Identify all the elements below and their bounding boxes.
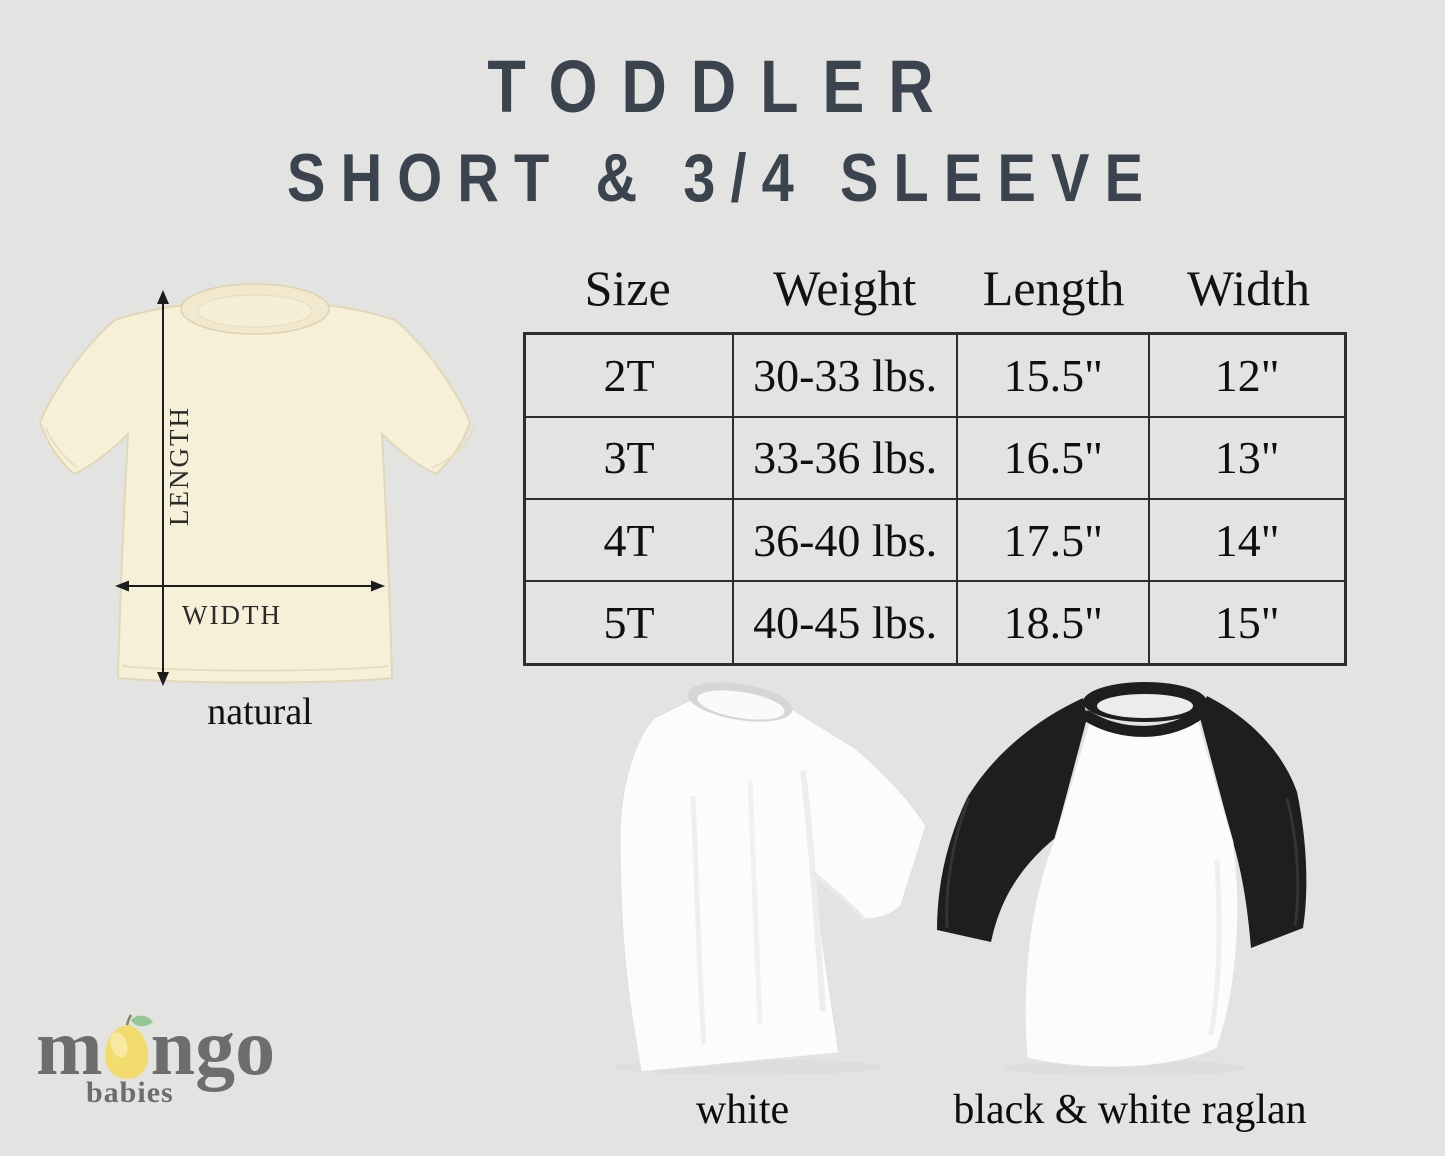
sleeve-sheen bbox=[945, 797, 971, 929]
table-row: 2T 30-33 lbs. 15.5" 12" bbox=[523, 332, 1347, 418]
page-title: TODDLER SHORT & 3/4 SLEEVE bbox=[0, 45, 1445, 216]
cell-width: 12" bbox=[1148, 332, 1347, 418]
column-header-weight: Weight bbox=[773, 260, 917, 316]
body-fold bbox=[1208, 859, 1222, 1036]
natural-shirt-illustration: LENGTH WIDTH bbox=[38, 283, 475, 686]
mango-icon bbox=[104, 1014, 153, 1079]
title-line-2: SHORT & 3/4 SLEEVE bbox=[286, 140, 1159, 216]
hem-stitch bbox=[121, 665, 389, 672]
raglan-left-sleeve bbox=[937, 698, 1087, 942]
logo-subtext: babies bbox=[86, 1076, 174, 1109]
fold-line bbox=[747, 780, 763, 1025]
cell-length: 15.5" bbox=[956, 332, 1151, 418]
cell-weight: 33-36 lbs. bbox=[732, 415, 959, 500]
cell-size: 5T bbox=[523, 580, 735, 666]
white-collar-inner bbox=[697, 690, 785, 720]
size-table-header-row: Size Weight Length Width bbox=[523, 256, 1347, 320]
table-row: 4T 36-40 lbs. 17.5" 14" bbox=[523, 497, 1347, 583]
raglan-right-sleeve bbox=[1199, 696, 1307, 948]
sleeve-sheen bbox=[1285, 797, 1300, 927]
width-arrowhead-right bbox=[371, 580, 385, 592]
cell-size: 4T bbox=[523, 497, 735, 583]
logo-text-end: ngo bbox=[150, 1004, 276, 1092]
fold-line bbox=[800, 770, 826, 1012]
width-label: WIDTH bbox=[182, 600, 282, 630]
fold-line bbox=[690, 795, 707, 1045]
cell-size: 2T bbox=[523, 332, 735, 418]
cell-size: 3T bbox=[523, 415, 735, 500]
cell-length: 18.5" bbox=[956, 580, 1151, 666]
white-shirt-photo bbox=[598, 676, 943, 1076]
raglan-caption: black & white raglan bbox=[953, 1087, 1307, 1133]
raglan-collar-inner bbox=[1097, 694, 1193, 718]
natural-caption: natural bbox=[207, 691, 313, 733]
logo-wordmark: m ngo bbox=[36, 1004, 286, 1092]
cell-width: 15" bbox=[1148, 580, 1347, 666]
sleeve-stitch-right bbox=[431, 427, 475, 469]
white-shirt-illustration bbox=[613, 681, 927, 1075]
white-caption: white bbox=[695, 1087, 790, 1133]
width-arrowhead-left bbox=[115, 580, 129, 592]
length-label: LENGTH bbox=[164, 406, 194, 526]
raglan-neckband bbox=[1081, 707, 1207, 737]
cell-weight: 36-40 lbs. bbox=[732, 497, 959, 583]
column-header-length: Length bbox=[982, 260, 1125, 316]
cell-width: 14" bbox=[1148, 497, 1347, 583]
white-shirt-body bbox=[619, 681, 927, 1073]
size-chart-table: 2T 30-33 lbs. 15.5" 12" 3T 33-36 lbs. 16… bbox=[523, 332, 1347, 666]
underarm-crease bbox=[811, 871, 866, 921]
cell-length: 17.5" bbox=[956, 497, 1151, 583]
cell-width: 13" bbox=[1148, 415, 1347, 500]
column-header-width: Width bbox=[1187, 260, 1310, 316]
table-row: 3T 33-36 lbs. 16.5" 13" bbox=[523, 415, 1347, 500]
title-line-1: TODDLER bbox=[487, 45, 958, 128]
length-arrowhead-top bbox=[157, 290, 169, 304]
column-header-size: Size bbox=[584, 260, 671, 316]
sleeve-stitch-left bbox=[45, 427, 79, 469]
raglan-shirt-illustration bbox=[937, 682, 1307, 1076]
cell-weight: 30-33 lbs. bbox=[732, 332, 959, 418]
collar-inner bbox=[197, 294, 313, 328]
table-row: 5T 40-45 lbs. 18.5" 15" bbox=[523, 580, 1347, 666]
logo-text-start: m bbox=[36, 1004, 103, 1092]
raglan-shirt-photo bbox=[935, 680, 1335, 1080]
cell-length: 16.5" bbox=[956, 415, 1151, 500]
measurement-diagram: LENGTH WIDTH bbox=[30, 270, 490, 700]
length-arrowhead-bottom bbox=[157, 672, 169, 686]
brand-logo: m ngo babies bbox=[36, 1004, 286, 1129]
cell-weight: 40-45 lbs. bbox=[732, 580, 959, 666]
